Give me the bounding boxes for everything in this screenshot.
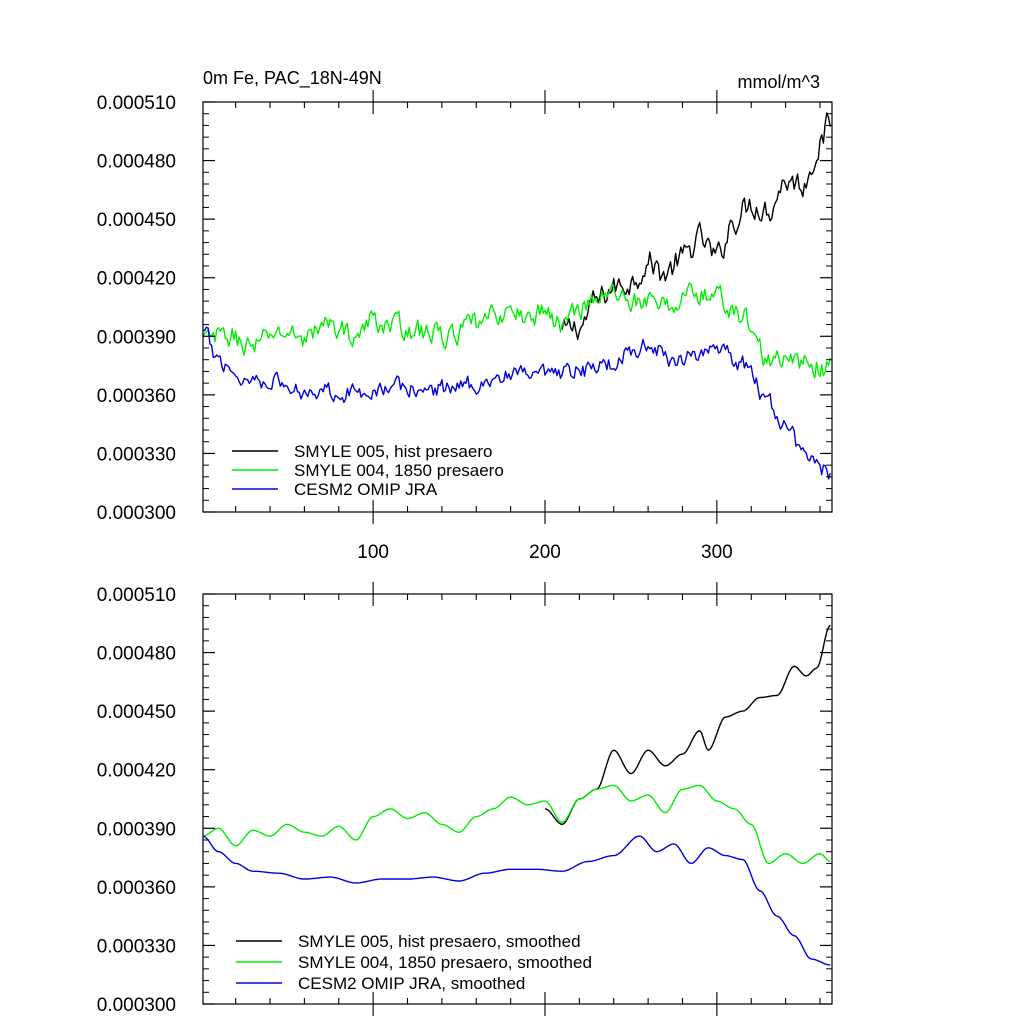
legend-label: CESM2 OMIP JRA xyxy=(294,480,438,499)
y-tick-label: 0.000480 xyxy=(97,152,176,173)
y-tick-label: 0.000360 xyxy=(97,878,176,899)
plot-frame xyxy=(202,101,833,513)
y-tick-label: 0.000420 xyxy=(97,269,176,290)
y-tick-label: 0.000390 xyxy=(97,327,176,348)
y-tick-label: 0.000300 xyxy=(97,995,176,1016)
x-tick-label: 200 xyxy=(529,542,561,563)
series-line-1 xyxy=(202,784,831,865)
y-tick-label: 0.000450 xyxy=(97,210,176,231)
y-tick-label: 0.000420 xyxy=(97,761,176,782)
bottom-panel: 0.000300 0.000330 0.000360 0.000390 0.000420… xyxy=(97,582,833,1016)
y-tick-label: 0.000390 xyxy=(97,819,176,840)
series-line-0 xyxy=(561,112,831,341)
y-tick-label: 0.000450 xyxy=(97,702,176,723)
x-tick-label: 300 xyxy=(701,542,733,563)
plot-frame xyxy=(202,593,833,1005)
series-line-2 xyxy=(202,326,831,480)
legend-label: SMYLE 004, 1850 presaero, smoothed xyxy=(298,953,592,972)
y-tick-label: 0.000480 xyxy=(97,644,176,665)
legend-label: SMYLE 004, 1850 presaero xyxy=(294,461,504,480)
y-tick-label: 0.000330 xyxy=(97,936,176,957)
series-line-1 xyxy=(202,282,831,379)
legend-label: CESM2 OMIP JRA, smoothed xyxy=(298,974,525,993)
y-tick-label: 0.000510 xyxy=(97,585,176,606)
chart-title: 0m Fe, PAC_18N-49N xyxy=(203,68,382,89)
legend-label: SMYLE 005, hist presaero, smoothed xyxy=(298,932,581,951)
y-tick-label: 0.000360 xyxy=(97,386,176,407)
y-tick-label: 0.000330 xyxy=(97,444,176,465)
top-panel: 0m Fe, PAC_18N-49N mmol/m^3 0.000300 0.00… xyxy=(97,68,833,563)
units-label: mmol/m^3 xyxy=(738,72,820,92)
x-tick-label: 100 xyxy=(357,542,389,563)
y-tick-label: 0.000510 xyxy=(97,93,176,114)
legend: SMYLE 005, hist presaero, smoothed SMYLE … xyxy=(236,932,592,993)
series-line-2 xyxy=(202,835,831,966)
y-tick-label: 0.000300 xyxy=(97,503,176,524)
legend-label: SMYLE 005, hist presaero xyxy=(294,442,492,461)
